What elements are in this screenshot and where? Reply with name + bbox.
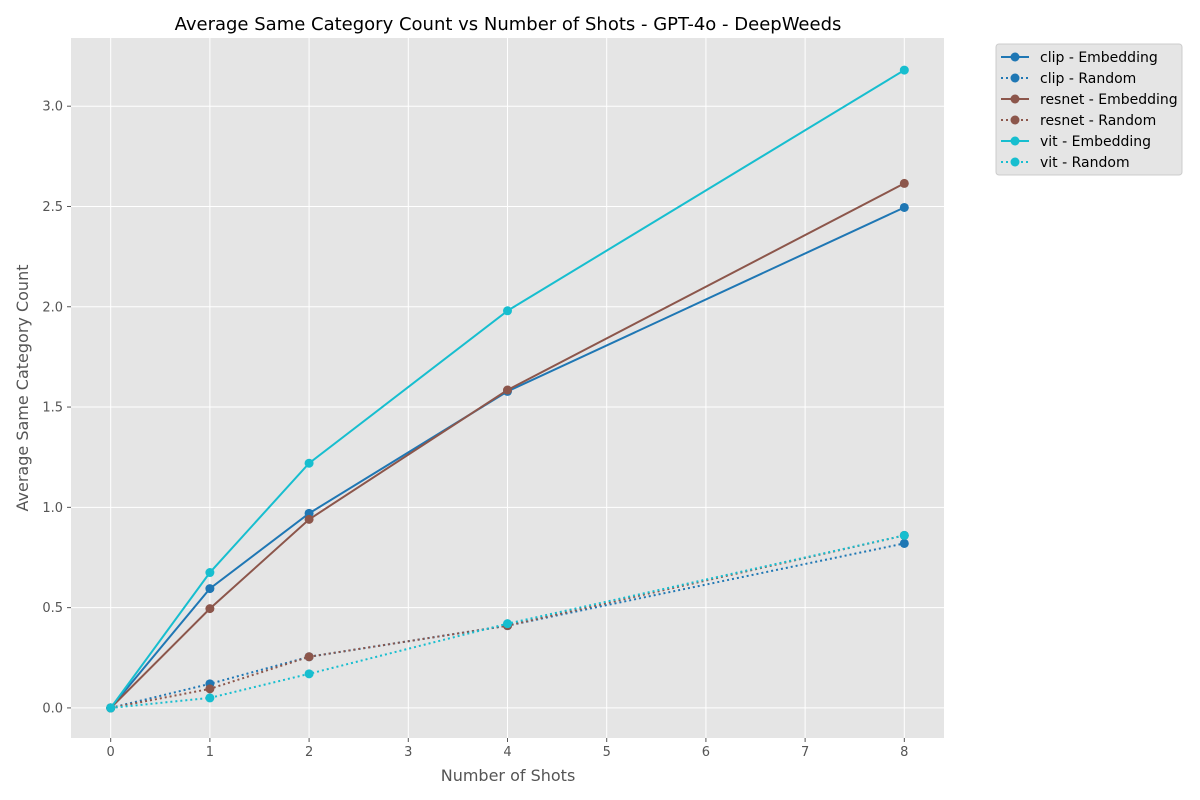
data-point — [899, 538, 909, 548]
x-tick-label: 7 — [801, 745, 809, 760]
x-tick-label: 2 — [305, 745, 313, 760]
data-point — [304, 514, 314, 524]
x-tick-label: 6 — [702, 745, 710, 760]
series-group — [106, 65, 909, 713]
legend-label: clip - Random — [1040, 71, 1136, 87]
x-tick-label: 4 — [503, 745, 511, 760]
data-point — [899, 202, 909, 212]
legend-box — [995, 43, 1183, 176]
data-point — [899, 530, 909, 540]
legend-marker — [1010, 157, 1020, 167]
data-point — [304, 652, 314, 662]
y-tick-label: 3.0 — [42, 100, 63, 115]
y-tick-label: 0.5 — [42, 601, 63, 616]
x-tick-label: 8 — [900, 745, 908, 760]
chart-title: Average Same Category Count vs Number of… — [175, 14, 842, 35]
x-tick-label: 3 — [404, 745, 412, 760]
legend-marker — [1010, 73, 1020, 83]
legend-label: clip - Embedding — [1040, 50, 1158, 66]
y-axis-ticks: 0.0 0.5 1.0 1.5 2.0 2.5 3.0 — [42, 100, 71, 716]
x-tick-label: 1 — [206, 745, 214, 760]
x-tick-label: 5 — [603, 745, 611, 760]
legend-marker — [1010, 52, 1020, 62]
data-point — [205, 604, 215, 614]
data-point — [205, 684, 215, 694]
data-point — [205, 693, 215, 703]
legend-label: resnet - Random — [1040, 113, 1156, 129]
legend-marker — [1010, 94, 1020, 104]
y-tick-label: 1.5 — [42, 401, 63, 416]
legend-label: resnet - Embedding — [1040, 92, 1178, 108]
data-point — [304, 669, 314, 679]
y-tick-label: 2.0 — [42, 300, 63, 315]
data-point — [899, 178, 909, 188]
legend-marker — [1010, 115, 1020, 125]
y-tick-label: 2.5 — [42, 200, 63, 215]
data-point — [205, 568, 215, 578]
x-axis-ticks: 0 1 2 3 4 5 6 7 8 — [107, 738, 908, 760]
data-point — [205, 584, 215, 594]
y-axis-label: Average Same Category Count — [13, 265, 32, 512]
y-tick-label: 1.0 — [42, 501, 63, 516]
data-point — [503, 385, 512, 395]
data-point — [899, 65, 909, 75]
legend: clip - Embedding clip - Random resnet - Em… — [995, 43, 1183, 176]
legend-label: vit - Random — [1040, 155, 1130, 171]
data-point — [106, 703, 116, 713]
legend-marker — [1010, 136, 1020, 146]
series-line — [110, 542, 905, 709]
x-tick-label: 0 — [107, 745, 115, 760]
legend-label: vit - Embedding — [1040, 134, 1151, 150]
x-axis-label: Number of Shots — [441, 766, 576, 785]
data-point — [503, 619, 512, 629]
data-point — [304, 458, 314, 468]
y-tick-label: 0.0 — [42, 701, 63, 716]
data-point — [503, 306, 512, 316]
